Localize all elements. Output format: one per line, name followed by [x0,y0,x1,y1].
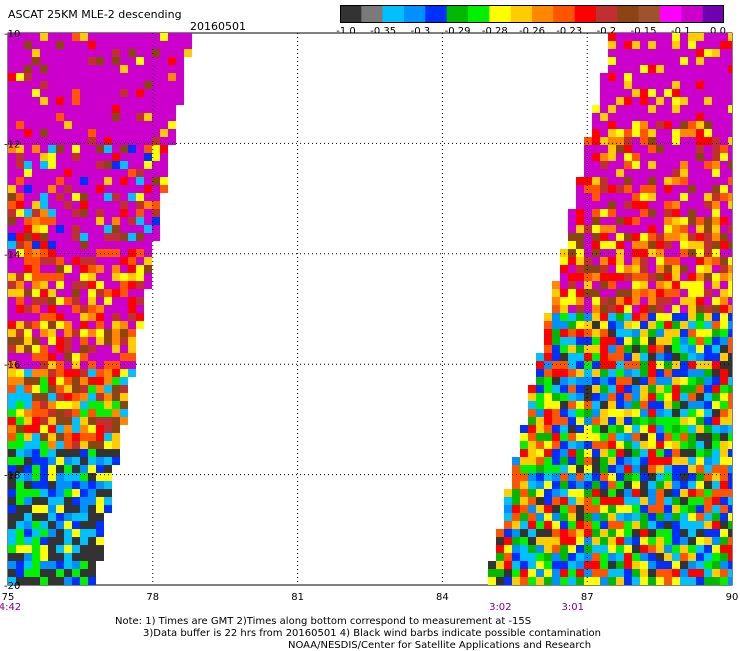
grid-lines [8,33,732,585]
colorbar-tick-label: -0.26 [519,26,545,37]
colorbar-swatch [702,5,724,23]
colorbar-swatch [382,5,405,23]
colorbar-swatch [468,5,490,23]
time-label: 4:42 [0,602,21,613]
colorbar-swatch [681,5,704,23]
heatmap-cells [8,33,732,585]
colorbar [340,5,724,23]
colorbar-swatch [553,5,576,23]
y-tick-label: -20 [4,581,20,592]
colorbar-tick-label: -1.0 [336,26,356,37]
y-tick-label: -12 [4,139,20,150]
colorbar-tick-label: -0.29 [444,26,471,37]
footer-note-2: 3)Data buffer is 22 hrs from 20160501 4)… [143,628,601,639]
colorbar-tick-label: -0.23 [556,26,583,37]
x-tick-label: 87 [581,592,594,603]
colorbar-tick-label: -0.3 [410,26,431,37]
colorbar-swatch [489,5,512,23]
y-tick-label: -14 [4,250,20,261]
y-tick-label: -16 [4,360,20,371]
x-tick-label: 75 [2,592,15,603]
time-label: 3:02 [489,602,511,613]
colorbar-swatch [510,5,533,23]
x-tick-label: 90 [726,592,739,603]
colorbar-tick-label: -0.35 [370,26,397,37]
colorbar-swatch [340,5,362,23]
chart-date: 20160501 [190,20,246,33]
colorbar-tick-label: 0.0 [710,26,726,37]
colorbar-swatch [532,5,554,23]
colorbar-tick-label: -0.28 [481,26,508,37]
colorbar-swatch [425,5,448,23]
colorbar-swatch [404,5,426,23]
x-tick-label: 78 [146,592,159,603]
chart-title: ASCAT 25KM MLE-2 descending [8,8,182,21]
footer-note-1: Note: 1) Times are GMT 2)Times along bot… [115,616,532,627]
colorbar-tick-label: -0.15 [630,26,657,37]
colorbar-swatch [638,5,661,23]
y-tick-label: -10 [4,29,20,40]
colorbar-swatch [660,5,682,23]
y-tick-label: -18 [4,471,20,482]
colorbar-tick-label: -0.2 [596,26,617,37]
x-tick-label: 84 [436,592,449,603]
x-tick-label: 81 [291,592,304,603]
colorbar-swatch [361,5,384,23]
footer-note-3: NOAA/NESDIS/Center for Satellite Applica… [288,640,592,651]
colorbar-swatch [617,5,640,23]
colorbar-swatch [446,5,469,23]
colorbar-swatch [596,5,618,23]
time-label: 3:01 [561,602,583,613]
colorbar-tick-label: -0.1 [671,26,691,37]
colorbar-swatch [574,5,597,23]
